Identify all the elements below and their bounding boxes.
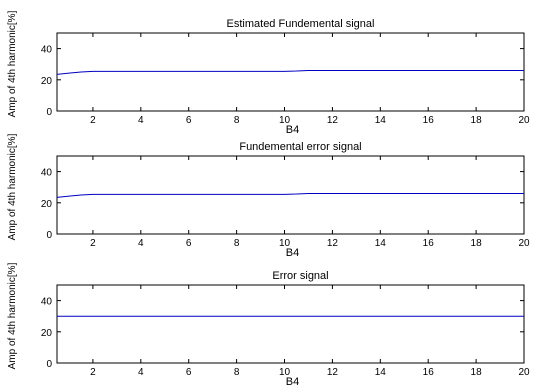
y-tick-label: 40 xyxy=(41,45,53,56)
x-tick-label: 6 xyxy=(186,238,192,249)
y-axis-label: Amp of 4th harmonic[%] xyxy=(7,262,18,369)
x-tick-label: 20 xyxy=(518,115,530,126)
x-tick-label: 12 xyxy=(327,367,339,378)
chart-title: Estimated Fundemental signal xyxy=(227,18,375,30)
plot-area xyxy=(56,155,525,235)
plot-area xyxy=(56,284,525,364)
chart-2: 2 4 6 8 10 12 14 16 18 20 0 20 40 Fundemental error s… xyxy=(7,133,530,259)
x-tick-label: 6 xyxy=(186,115,192,126)
chart-title: Fundemental error signal xyxy=(239,141,361,153)
plot-area xyxy=(56,32,525,112)
x-tick-label: 2 xyxy=(90,367,96,378)
x-tick-label: 18 xyxy=(471,238,483,249)
x-axis-label: B4 xyxy=(286,247,299,259)
x-tick-label: 4 xyxy=(138,238,144,249)
y-tick-label: 40 xyxy=(41,297,53,308)
series-line xyxy=(56,69,524,75)
x-axis-label: B4 xyxy=(286,124,299,136)
x-tick-label: 12 xyxy=(327,115,339,126)
x-tick-label: 16 xyxy=(423,238,435,249)
x-tick-label: 4 xyxy=(138,367,144,378)
y-axis-label: Amp of 4th harmonic[%] xyxy=(7,10,18,117)
x-axis-label: B4 xyxy=(286,376,299,385)
y-tick-label: 0 xyxy=(46,107,52,118)
x-tick-label: 2 xyxy=(90,238,96,249)
x-tick-label: 18 xyxy=(471,367,483,378)
chart-1: 2 4 6 8 10 12 14 16 18 20 0 20 40 Estimated Fundement… xyxy=(7,10,530,136)
y-tick-label: 20 xyxy=(41,76,53,87)
y-axis-label: Amp of 4th harmonic[%] xyxy=(7,133,18,240)
y-tick-label: 20 xyxy=(41,328,53,339)
x-tick-label: 16 xyxy=(423,115,435,126)
x-tick-label: 6 xyxy=(186,367,192,378)
x-tick-label: 2 xyxy=(90,115,96,126)
y-tick-label: 20 xyxy=(41,199,53,210)
chart-title: Error signal xyxy=(272,270,328,282)
x-tick-label: 20 xyxy=(518,238,530,249)
x-tick-label: 14 xyxy=(375,115,387,126)
y-tick-label: 40 xyxy=(41,168,53,179)
y-tick-label: 0 xyxy=(46,359,52,370)
x-tick-label: 18 xyxy=(471,115,483,126)
x-tick-label: 14 xyxy=(375,238,387,249)
series-line xyxy=(56,192,524,198)
x-tick-label: 10 xyxy=(279,367,291,378)
x-tick-label: 20 xyxy=(518,367,530,378)
x-tick-label: 10 xyxy=(279,115,291,126)
x-tick-label: 16 xyxy=(423,367,435,378)
x-tick-label: 8 xyxy=(234,115,240,126)
x-tick-label: 4 xyxy=(138,115,144,126)
x-tick-label: 14 xyxy=(375,367,387,378)
chart-3: 2 4 6 8 10 12 14 16 18 20 0 20 40 Error signal B4 Amp o… xyxy=(7,262,530,385)
x-tick-label: 10 xyxy=(279,238,291,249)
x-tick-label: 8 xyxy=(234,238,240,249)
x-tick-label: 8 xyxy=(234,367,240,378)
x-tick-label: 12 xyxy=(327,238,339,249)
y-tick-label: 0 xyxy=(46,230,52,241)
